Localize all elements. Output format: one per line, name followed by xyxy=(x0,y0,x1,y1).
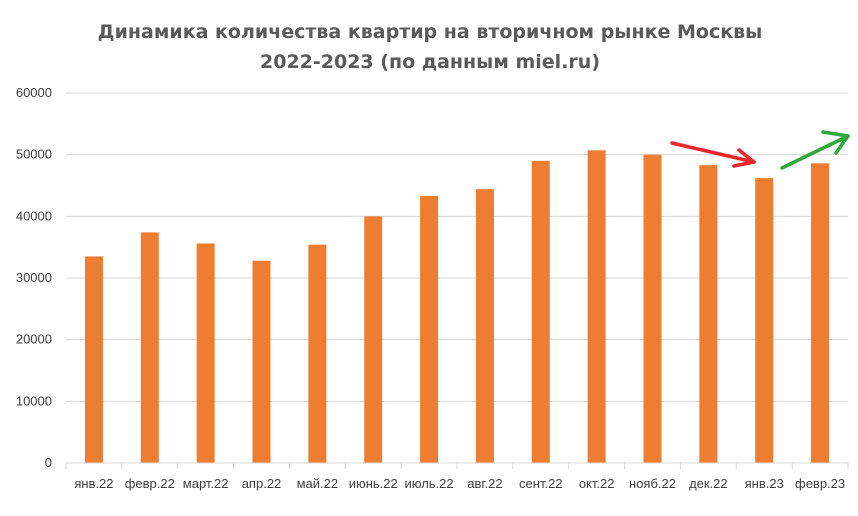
axis-labels: 0 10000 20000 30000 40000 50000 60000 янв.22 фев… xyxy=(16,85,845,491)
x-tick-label: июнь.22 xyxy=(349,476,398,491)
up-trend-arrow xyxy=(780,134,850,170)
x-tick-label: февр.22 xyxy=(125,476,175,491)
bar-март.22 xyxy=(196,243,215,463)
x-tick-label: авг.22 xyxy=(467,476,502,491)
bar-дек.22 xyxy=(699,165,718,463)
bars xyxy=(84,150,830,464)
y-tick-label: 20000 xyxy=(16,332,52,347)
x-tick-label: нояб.22 xyxy=(629,476,676,491)
bar-окт.22 xyxy=(587,150,606,463)
bar-май.22 xyxy=(308,244,327,463)
trend-annotations xyxy=(670,130,850,170)
y-tick-label: 0 xyxy=(45,455,52,470)
x-tick-label: июль.22 xyxy=(404,476,453,491)
gridlines xyxy=(66,92,848,402)
axes xyxy=(65,462,849,469)
x-tick-label: апр.22 xyxy=(242,476,282,491)
up-trend-arrowhead xyxy=(821,130,850,155)
x-tick-label: май.22 xyxy=(297,476,339,491)
bar-сент.22 xyxy=(531,160,550,464)
x-tick-label: март.22 xyxy=(183,476,229,491)
x-tick-label: окт.22 xyxy=(579,476,615,491)
y-tick-label: 10000 xyxy=(16,393,52,408)
bar-февр.22 xyxy=(140,232,159,463)
y-tick-label: 60000 xyxy=(16,85,52,100)
bar-янв.23 xyxy=(755,178,774,463)
down-trend-arrowhead xyxy=(732,148,756,168)
bar-нояб.22 xyxy=(643,154,662,463)
x-tick-label: янв.22 xyxy=(74,476,113,491)
x-tick-label: сент.22 xyxy=(519,476,563,491)
bar-июль.22 xyxy=(420,195,439,463)
chart-title: Динамика количества квартир на вторичном… xyxy=(98,21,763,73)
x-tick-label: дек.22 xyxy=(689,476,728,491)
bar-апр.22 xyxy=(252,260,271,463)
y-tick-label: 40000 xyxy=(16,208,52,223)
down-trend-arrow xyxy=(670,141,756,164)
x-tick-label: янв.23 xyxy=(745,476,784,491)
y-tick-label: 30000 xyxy=(16,270,52,285)
y-tick-label: 50000 xyxy=(16,147,52,162)
bar-февр.23 xyxy=(811,163,830,464)
bar-авг.22 xyxy=(475,189,494,463)
chart-title-line-1: Динамика количества квартир на вторичном… xyxy=(98,21,763,43)
bar-янв.22 xyxy=(84,256,103,463)
bar-июнь.22 xyxy=(364,216,383,463)
chart-title-line-2: 2022-2023 (по данным miel.ru) xyxy=(260,51,600,73)
x-tick-label: февр.23 xyxy=(795,476,845,491)
